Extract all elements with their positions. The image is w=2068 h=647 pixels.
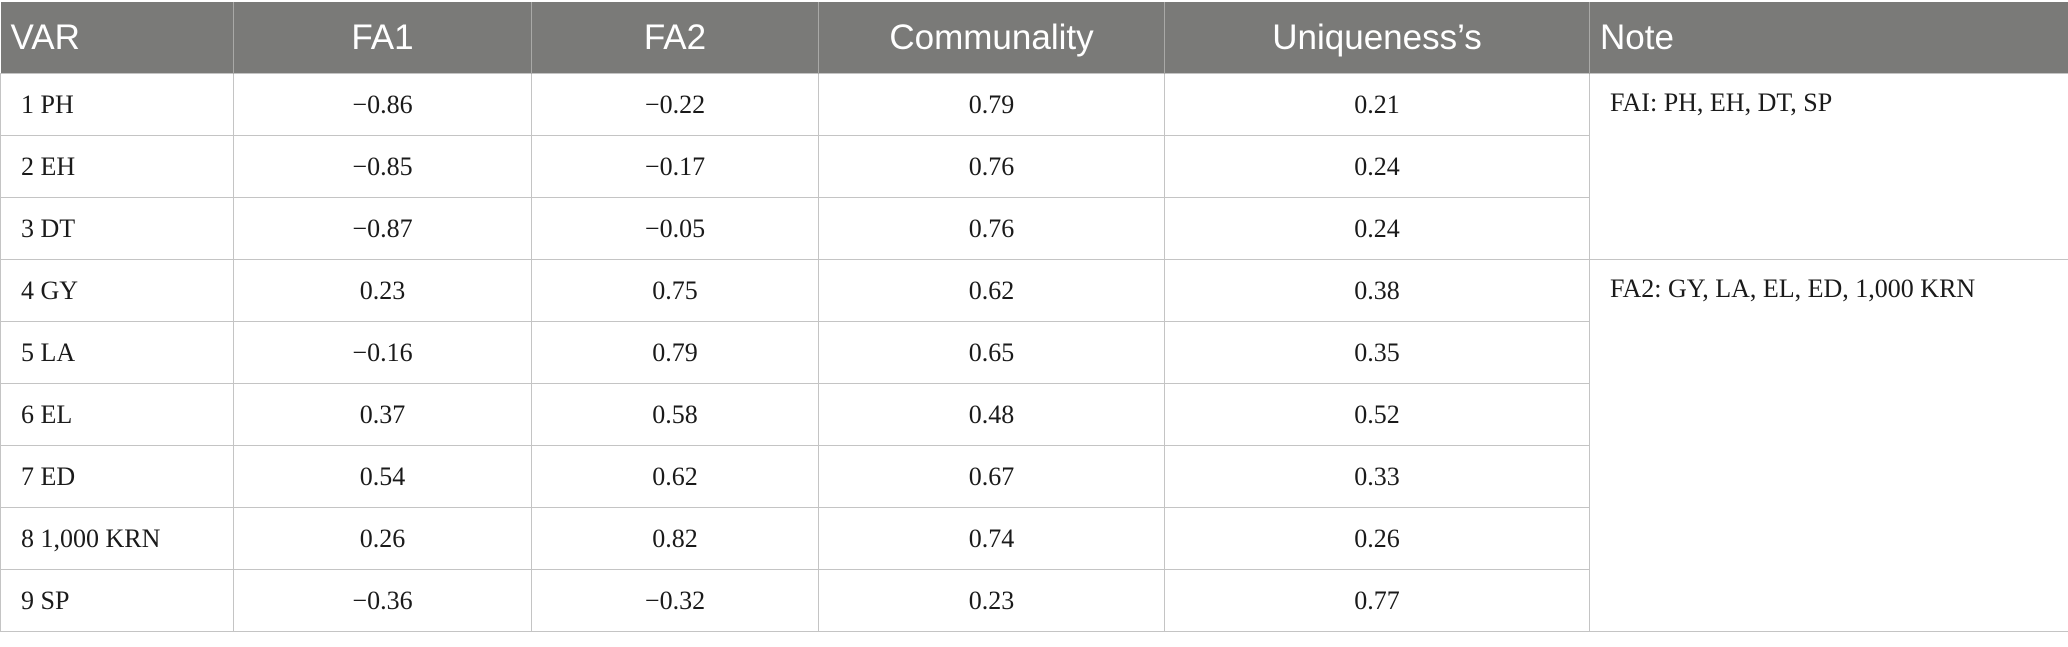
cell-fa2: 0.75 xyxy=(531,259,819,322)
cell-fa2: −0.17 xyxy=(531,135,819,198)
header-communality: Communality xyxy=(818,2,1165,74)
cell-var: 7 ED xyxy=(0,445,234,508)
cell-communality: 0.48 xyxy=(818,383,1165,446)
header-var: VAR xyxy=(0,2,234,74)
cell-fa2: 0.82 xyxy=(531,507,819,570)
cell-var: 6 EL xyxy=(0,383,234,446)
cell-fa1: −0.16 xyxy=(233,321,532,384)
cell-var: 8 1,000 KRN xyxy=(0,507,234,570)
cell-communality: 0.79 xyxy=(818,73,1165,136)
cell-var: 1 PH xyxy=(0,73,234,136)
note-fa2-group: FA2: GY, LA, EL, ED, 1,000 KRN xyxy=(1589,259,2068,632)
cell-uniqueness: 0.38 xyxy=(1164,259,1590,322)
cell-uniqueness: 0.35 xyxy=(1164,321,1590,384)
table-row: 1 PH −0.86 −0.22 0.79 0.21 FAI: PH, EH, … xyxy=(0,73,2068,260)
cell-fa2: 0.79 xyxy=(531,321,819,384)
table-header-row: VAR FA1 FA2 Communality Uniqueness’s Not… xyxy=(0,2,2068,74)
table-row: 3 DT −0.87 −0.05 0.76 0.24 xyxy=(0,197,2068,260)
table-row: 9 SP −0.36 −0.32 0.23 0.77 xyxy=(0,569,2068,632)
header-fa1: FA1 xyxy=(233,2,532,74)
cell-communality: 0.65 xyxy=(818,321,1165,384)
cell-fa1: 0.54 xyxy=(233,445,532,508)
table-row: 5 LA −0.16 0.79 0.65 0.35 xyxy=(0,321,2068,384)
cell-fa1: 0.23 xyxy=(233,259,532,322)
cell-uniqueness: 0.77 xyxy=(1164,569,1590,632)
cell-fa2: −0.32 xyxy=(531,569,819,632)
table-row: 6 EL 0.37 0.58 0.48 0.52 xyxy=(0,383,2068,446)
cell-uniqueness: 0.24 xyxy=(1164,135,1590,198)
cell-var: 5 LA xyxy=(0,321,234,384)
cell-communality: 0.67 xyxy=(818,445,1165,508)
cell-var: 9 SP xyxy=(0,569,234,632)
cell-fa2: −0.05 xyxy=(531,197,819,260)
cell-uniqueness: 0.24 xyxy=(1164,197,1590,260)
cell-fa1: −0.86 xyxy=(233,73,532,136)
header-uniqueness: Uniqueness’s xyxy=(1164,2,1590,74)
header-note: Note xyxy=(1589,2,2068,74)
cell-uniqueness: 0.21 xyxy=(1164,73,1590,136)
cell-var: 2 EH xyxy=(0,135,234,198)
cell-uniqueness: 0.52 xyxy=(1164,383,1590,446)
cell-fa2: −0.22 xyxy=(531,73,819,136)
header-fa2: FA2 xyxy=(531,2,819,74)
table-row: 4 GY 0.23 0.75 0.62 0.38 FA2: GY, LA, EL… xyxy=(0,259,2068,632)
note-fa1-group: FAI: PH, EH, DT, SP xyxy=(1589,73,2068,260)
table-row: 7 ED 0.54 0.62 0.67 0.33 xyxy=(0,445,2068,508)
cell-fa2: 0.58 xyxy=(531,383,819,446)
cell-var: 4 GY xyxy=(0,259,234,322)
factor-loadings-table: VAR FA1 FA2 Communality Uniqueness’s Not… xyxy=(0,2,2068,632)
cell-uniqueness: 0.33 xyxy=(1164,445,1590,508)
cell-communality: 0.74 xyxy=(818,507,1165,570)
cell-uniqueness: 0.26 xyxy=(1164,507,1590,570)
cell-fa1: −0.36 xyxy=(233,569,532,632)
cell-fa1: 0.37 xyxy=(233,383,532,446)
cell-fa1: −0.87 xyxy=(233,197,532,260)
cell-var: 3 DT xyxy=(0,197,234,260)
cell-communality: 0.23 xyxy=(818,569,1165,632)
cell-communality: 0.76 xyxy=(818,135,1165,198)
cell-communality: 0.76 xyxy=(818,197,1165,260)
cell-fa2: 0.62 xyxy=(531,445,819,508)
cell-communality: 0.62 xyxy=(818,259,1165,322)
cell-fa1: 0.26 xyxy=(233,507,532,570)
cell-fa1: −0.85 xyxy=(233,135,532,198)
